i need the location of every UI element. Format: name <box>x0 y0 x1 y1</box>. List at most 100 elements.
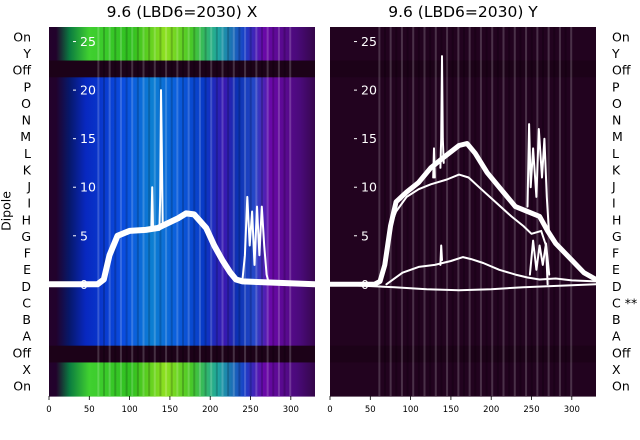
series-line-5 <box>439 55 445 169</box>
heatmap-row-k <box>49 161 315 179</box>
heatmap-row-off <box>49 60 315 78</box>
x-tick-label: 300 <box>283 405 299 415</box>
texture-stripe <box>165 27 168 396</box>
texture-stripe <box>463 27 465 396</box>
dipole-label: On <box>612 30 630 45</box>
texture-stripe <box>204 27 207 396</box>
heatmap-row-b <box>49 312 315 330</box>
heatmap-row-j <box>49 177 315 196</box>
texture-stripe <box>289 27 292 396</box>
dipole-label: H <box>612 212 621 227</box>
texture-stripe <box>434 27 437 396</box>
texture-stripe <box>148 27 151 396</box>
x-tick-label: 0 <box>327 405 332 415</box>
dipole-label: D <box>612 279 622 294</box>
dipole-label: I <box>27 196 31 211</box>
heatmap-row-c <box>49 295 315 313</box>
x-tick-label: 100 <box>121 405 137 415</box>
dipole-label: M <box>612 129 623 144</box>
series-line-7 <box>432 147 436 179</box>
dipole-label: Y <box>22 46 31 61</box>
heatmap-row-on <box>330 379 596 397</box>
texture-stripe <box>440 27 443 396</box>
texture-stripe <box>232 27 235 396</box>
panel-title: 9.6 (LBD6=2030) Y <box>388 3 538 21</box>
dipole-label: N <box>22 113 31 128</box>
texture-stripe <box>564 27 567 396</box>
dipole-label: P <box>23 79 31 94</box>
texture-stripe <box>406 27 409 396</box>
x-tick-label: 100 <box>402 405 418 415</box>
heatmap-row-f <box>49 245 315 263</box>
dipole-label: P <box>612 79 620 94</box>
heatmap-row-e <box>49 261 315 280</box>
series-line-2 <box>330 173 549 286</box>
texture-stripe <box>283 27 286 396</box>
dipole-label: Y <box>611 46 620 61</box>
x-tick-label: 50 <box>84 405 95 415</box>
y-tick-label: 5 <box>80 228 88 243</box>
dipole-label: H <box>22 212 31 227</box>
texture-stripe <box>210 27 213 396</box>
heatmap <box>49 27 315 397</box>
texture-stripe <box>153 27 156 396</box>
dipole-label: N <box>612 113 621 128</box>
texture-stripe <box>136 27 139 396</box>
dipole-label: B <box>612 312 621 327</box>
dipole-label: B <box>22 312 31 327</box>
y-axis-label: Dipole <box>0 191 14 231</box>
heatmap-row-y <box>330 43 596 62</box>
y-tick-label: 25 <box>361 34 377 49</box>
heatmap-row-o <box>49 94 315 112</box>
heatmap-row-off <box>330 60 596 78</box>
texture-stripe <box>266 27 269 396</box>
dipole-label: M <box>20 129 31 144</box>
texture-stripe <box>131 27 134 396</box>
dipole-label: E <box>612 262 620 277</box>
dipole-label: K <box>612 162 621 177</box>
texture-stripe <box>238 27 241 396</box>
dipole-label: On <box>13 30 31 45</box>
dipole-label: O <box>21 96 31 111</box>
texture-stripe <box>451 27 454 396</box>
texture-stripe <box>457 27 460 396</box>
dipole-label: J <box>26 179 31 194</box>
heatmap-row-p <box>330 77 596 95</box>
heatmap-row-off <box>49 345 315 364</box>
heatmap-row-a <box>49 328 315 347</box>
y-tick-label: 10 <box>361 180 377 195</box>
dipole-label: L <box>612 146 619 161</box>
panel-title: 9.6 (LBD6=2030) X <box>107 3 258 21</box>
heatmap-row-d <box>330 278 596 296</box>
texture-stripe <box>119 27 122 396</box>
heatmap-row-on <box>330 27 596 45</box>
heatmap-row-n <box>49 110 315 129</box>
heatmap-row-j <box>330 177 596 196</box>
heatmap-row-y <box>49 43 315 62</box>
x-tick-label: 200 <box>483 405 499 415</box>
x-tick-label: 250 <box>242 405 258 415</box>
y-tick-label: 15 <box>80 131 96 146</box>
dipole-label: O <box>612 96 622 111</box>
heatmap-row-x <box>49 362 315 380</box>
heatmap-row-on <box>49 27 315 45</box>
texture-stripe <box>553 27 556 396</box>
dipole-label: Off <box>612 63 631 78</box>
texture-stripe <box>541 27 544 396</box>
dipole-label: C <box>22 295 31 310</box>
texture-stripe <box>508 27 511 396</box>
x-tick-label: 0 <box>46 405 51 415</box>
dipole-label: Off <box>13 345 32 360</box>
texture-stripe <box>114 27 117 396</box>
texture-stripe <box>513 27 516 396</box>
x-tick-label: 150 <box>443 405 459 415</box>
texture-stripe <box>570 27 573 396</box>
dipole-label: On <box>612 379 630 394</box>
heatmap-row-l <box>49 144 315 162</box>
texture-stripe <box>97 27 100 396</box>
series-line-4 <box>241 195 271 286</box>
dipole-label: L <box>24 146 31 161</box>
texture-stripe <box>221 27 224 396</box>
texture-stripe <box>519 27 522 396</box>
